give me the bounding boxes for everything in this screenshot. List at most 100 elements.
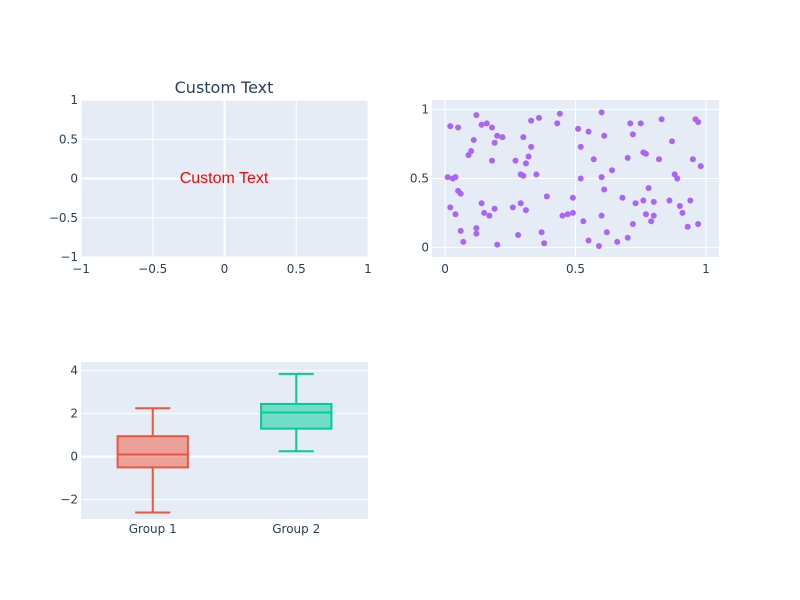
scatter-point [598,174,605,181]
y-ticks-scatter: 00.51 [410,103,429,255]
box-iqr [260,402,333,430]
scatter-point [648,218,655,225]
y-ticks-boxplot: −2 0 2 4 [60,364,78,507]
scatter-point [522,207,529,214]
scatter-point [619,194,626,201]
scatter-point [457,190,464,197]
x-ticks-annotation: −1 −0.5 0 0.5 1 [72,262,372,276]
scatter-point [601,186,608,193]
scatter-point [528,117,535,124]
y-tick-label: −2 [60,493,78,507]
scatter-point [452,174,459,181]
scatter-point [538,229,545,236]
scatter-point [629,131,636,138]
scatter-point [512,157,519,164]
scatter-point [595,242,602,249]
scatter-point [528,143,535,150]
scatter-point [650,212,657,219]
scatter-point [541,240,548,247]
scatter-point [580,218,587,225]
panel-scatter: 0 0.5 1 00.51 [410,100,719,276]
y-tick-label: 4 [70,364,78,378]
scatter-point [603,229,610,236]
scatter-point [481,209,488,216]
x-tick-label: 0 [441,262,449,276]
scatter-point [494,132,501,139]
scatter-point [640,197,647,204]
scatter-point [499,134,506,141]
scatter-point [517,200,524,207]
x-tick-label: Group 2 [272,522,320,536]
scatter-point [564,211,571,218]
scatter-point [520,134,527,141]
scatter-point [697,163,704,170]
x-ticks-boxplot: Group 1 Group 2 [129,522,320,536]
scatter-point [645,185,652,192]
x-tick-label: 0.5 [566,262,585,276]
scatter-point [650,198,657,205]
scatter-point [522,160,529,167]
scatter-point [590,156,597,163]
panel-annotation: −1 −0.5 0 0.5 1 −1 −0.5 0 0.5 1 Custom Text Cust… [49,78,372,276]
scatter-point [577,143,584,150]
y-tick-label: 0 [70,172,78,186]
scatter-point [569,209,576,216]
panel-boxplot: Group 1 Group 2 −2 0 2 4 [60,362,368,536]
scatter-point [695,119,702,126]
y-tick-label: −0.5 [49,211,78,225]
scatter-point [614,238,621,245]
scatter-point [533,171,540,178]
scatter-point [447,204,454,211]
scatter-point [632,200,639,207]
grid-annotation [80,99,369,258]
scatter-points [444,109,704,249]
scatter-point [601,132,608,139]
scatter-point [509,204,516,211]
scatter-point [598,212,605,219]
scatter-point [598,109,605,116]
x-tick-label: 1 [364,262,372,276]
scatter-point [642,150,649,157]
scatter-point [489,157,496,164]
scatter-point [627,120,634,127]
scatter-point [473,225,480,232]
scatter-point [624,154,631,161]
x-tick-label: −0.5 [138,262,167,276]
scatter-point [577,175,584,182]
scatter-point [543,193,550,200]
scatter-point [468,147,475,154]
scatter-point [695,220,702,227]
y-tick-label: 1 [421,103,429,117]
scatter-point [478,121,485,128]
y-tick-label: 0.5 [59,132,78,146]
subplot-title: Custom Text [175,78,274,97]
scatter-point [669,138,676,145]
x-ticks-scatter: 0 0.5 1 [441,262,710,276]
y-tick-label: 2 [70,407,78,421]
scatter-point [525,153,532,160]
scatter-point [559,212,566,219]
scatter-point [473,112,480,119]
scatter-point [637,120,644,127]
box-iqr [116,435,189,469]
scatter-point [674,175,681,182]
box-2 [260,372,333,453]
scatter-point [491,205,498,212]
scatter-point [585,128,592,135]
scatter-point [494,241,501,248]
scatter-point [470,136,477,143]
scatter-point [609,167,616,174]
scatter-point [455,124,462,131]
x-tick-label: Group 1 [129,522,177,536]
scatter-point [658,116,665,123]
scatter-point [478,200,485,207]
scatter-point [483,120,490,127]
scatter-point [575,125,582,132]
scatter-point [556,110,563,117]
y-tick-label: 0 [421,240,429,254]
scatter-point [676,203,683,210]
y-ticks-annotation: −1 −0.5 0 0.5 1 [49,93,78,264]
scatter-point [460,238,467,245]
y-tick-label: −1 [60,250,78,264]
x-tick-label: 1 [702,262,710,276]
